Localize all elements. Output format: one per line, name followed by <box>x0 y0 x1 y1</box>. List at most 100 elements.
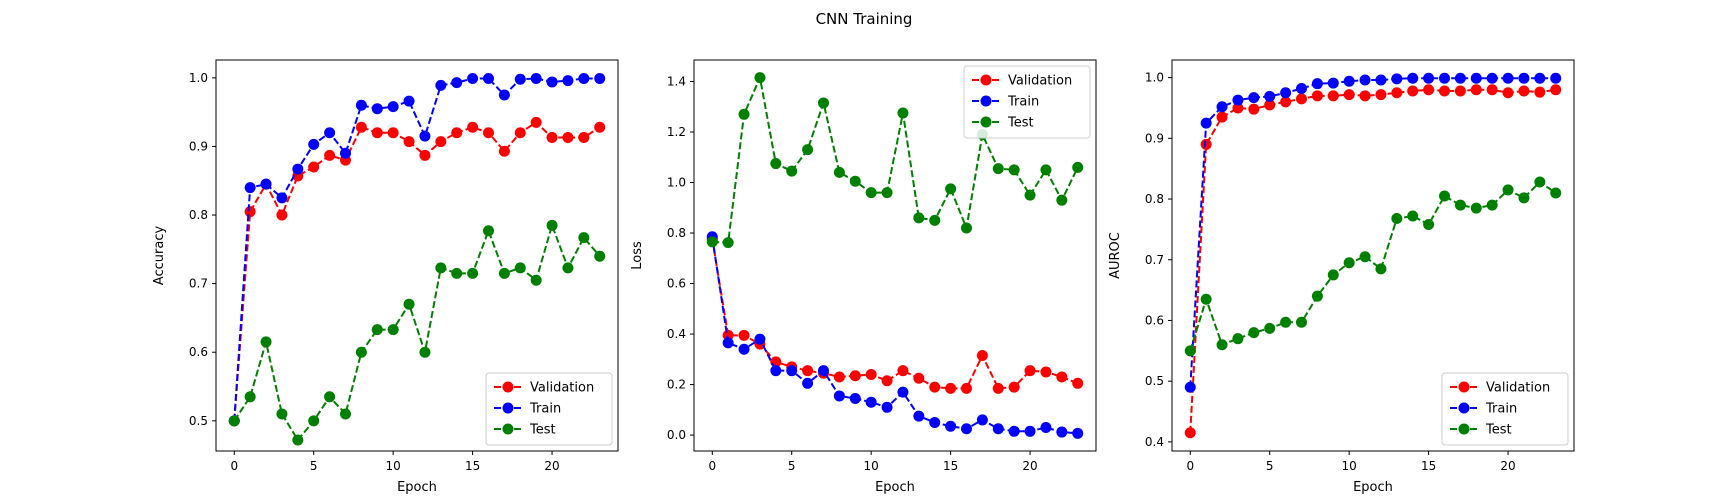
legend-box <box>485 372 613 446</box>
data-point-validation <box>1391 87 1403 99</box>
data-point-validation <box>1550 84 1562 96</box>
data-point-train <box>1008 425 1020 437</box>
data-point-train <box>802 377 814 389</box>
data-point-train <box>738 343 750 355</box>
x-axis-label: Epoch <box>1353 480 1393 495</box>
data-point-validation <box>530 116 542 128</box>
data-point-test <box>276 408 288 420</box>
data-point-test <box>514 262 526 274</box>
data-point-test <box>802 144 814 156</box>
data-point-train <box>546 76 558 88</box>
legend: Validation Train Test <box>963 65 1091 139</box>
data-point-validation <box>514 127 526 139</box>
data-point-test <box>1072 161 1084 173</box>
data-point-train <box>865 396 877 408</box>
data-point-test <box>1184 345 1196 357</box>
data-point-test <box>849 175 861 187</box>
data-point-test <box>387 324 399 336</box>
data-point-train <box>324 127 336 139</box>
data-point-validation <box>849 370 861 382</box>
data-point-test <box>260 336 272 348</box>
legend-label: Validation <box>1008 74 1072 89</box>
data-point-train <box>1486 72 1498 84</box>
data-point-test <box>818 97 829 109</box>
data-point-train <box>1534 72 1546 84</box>
data-point-test <box>1008 164 1020 176</box>
data-point-validation <box>355 121 367 133</box>
data-point-train <box>754 333 766 345</box>
data-point-test <box>833 166 845 178</box>
data-point-train <box>1407 72 1419 84</box>
data-point-test <box>1296 316 1307 328</box>
data-point-train <box>722 337 734 349</box>
y-tick-label: 0.9 <box>189 139 208 153</box>
data-point-test <box>897 107 909 119</box>
data-point-test <box>961 222 972 234</box>
data-point-test <box>451 267 463 279</box>
data-point-test <box>1311 290 1323 302</box>
x-axis-label: Epoch <box>397 480 437 495</box>
data-point-validation <box>483 127 494 139</box>
data-point-test <box>1423 219 1435 231</box>
data-point-test <box>228 415 240 427</box>
data-point-validation <box>324 149 336 161</box>
legend-swatch-marker <box>980 95 992 107</box>
data-point-validation <box>992 382 1004 394</box>
data-point-validation <box>1502 87 1514 99</box>
data-point-train <box>1056 426 1068 438</box>
data-point-test <box>738 108 750 120</box>
data-point-train <box>1375 74 1387 86</box>
data-point-train <box>1040 422 1052 434</box>
x-tick-label: 0 <box>1186 459 1194 473</box>
x-tick-label: 10 <box>1342 459 1357 473</box>
y-tick-label: 0.0 <box>667 428 686 442</box>
data-point-validation <box>403 136 415 148</box>
x-tick-label: 10 <box>864 459 879 473</box>
data-point-test <box>498 267 510 279</box>
data-point-validation <box>1200 138 1212 150</box>
series-line-test <box>1189 180 1557 352</box>
data-point-validation <box>387 127 399 139</box>
x-tick-label: 5 <box>1266 459 1274 473</box>
y-tick-label: 0.6 <box>667 277 686 291</box>
data-point-test <box>292 434 304 446</box>
data-point-test <box>929 214 941 226</box>
legend-label: Validation <box>530 381 594 396</box>
data-point-train <box>1423 72 1435 84</box>
data-point-validation <box>976 350 988 362</box>
data-point-validation <box>467 121 479 133</box>
data-point-validation <box>578 132 590 144</box>
data-point-train <box>1024 425 1036 437</box>
axes-frame <box>1171 59 1575 452</box>
data-point-test <box>1518 192 1530 204</box>
data-point-train <box>786 365 798 377</box>
series-line-train <box>1189 77 1556 388</box>
data-point-validation <box>913 372 925 384</box>
data-point-train <box>992 423 1004 435</box>
data-point-train <box>881 401 893 413</box>
data-point-test <box>1216 339 1228 351</box>
legend-swatch-marker <box>1458 381 1470 393</box>
data-point-validation <box>498 145 510 157</box>
data-point-test <box>945 183 957 195</box>
data-point-test <box>1040 164 1052 176</box>
legend-swatch-marker <box>502 381 514 393</box>
data-point-validation <box>1248 103 1260 115</box>
data-point-validation <box>1311 90 1323 102</box>
data-point-test <box>578 232 590 244</box>
data-point-train <box>1343 75 1355 87</box>
legend-swatch-marker <box>980 116 992 128</box>
data-point-train <box>1311 78 1323 90</box>
data-point-test <box>865 187 877 199</box>
data-point-train <box>1216 101 1228 113</box>
axes-frame <box>693 59 1097 452</box>
data-point-test <box>355 346 367 358</box>
data-point-train <box>1327 77 1339 89</box>
data-point-train <box>897 386 909 398</box>
y-tick-label: 0.7 <box>189 277 208 291</box>
legend-label: Train <box>1485 402 1517 417</box>
data-point-test <box>1486 199 1498 211</box>
legend-swatch-marker <box>502 423 514 435</box>
data-point-train <box>340 147 351 159</box>
data-point-train <box>1200 117 1212 129</box>
